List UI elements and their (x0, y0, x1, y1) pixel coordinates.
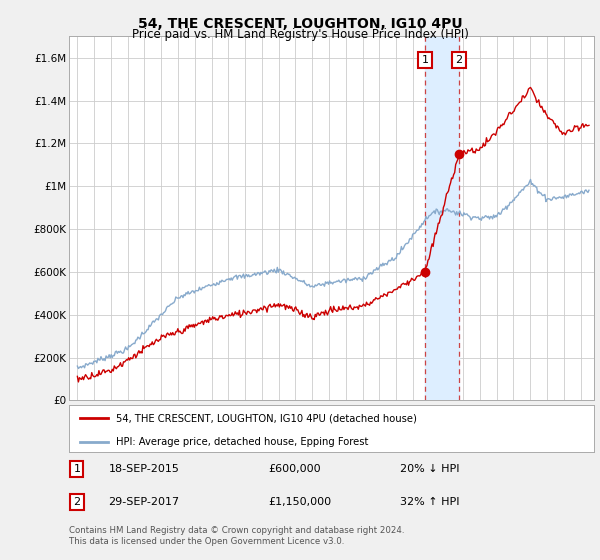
Text: 32% ↑ HPI: 32% ↑ HPI (400, 497, 459, 507)
Text: 18-SEP-2015: 18-SEP-2015 (109, 464, 179, 474)
Text: 29-SEP-2017: 29-SEP-2017 (109, 497, 179, 507)
Text: 54, THE CRESCENT, LOUGHTON, IG10 4PU: 54, THE CRESCENT, LOUGHTON, IG10 4PU (137, 17, 463, 31)
Text: £600,000: £600,000 (269, 464, 321, 474)
Text: £1,150,000: £1,150,000 (269, 497, 332, 507)
Text: Price paid vs. HM Land Registry's House Price Index (HPI): Price paid vs. HM Land Registry's House … (131, 28, 469, 41)
Bar (425, 36, 459, 400)
Text: HPI: Average price, detached house, Epping Forest: HPI: Average price, detached house, Eppi… (116, 437, 368, 447)
Text: Contains HM Land Registry data © Crown copyright and database right 2024.
This d: Contains HM Land Registry data © Crown c… (69, 526, 404, 546)
Text: 1: 1 (421, 55, 428, 65)
Text: 20% ↓ HPI: 20% ↓ HPI (400, 464, 459, 474)
Text: 2: 2 (73, 497, 80, 507)
Text: 1: 1 (73, 464, 80, 474)
Text: 2: 2 (455, 55, 463, 65)
Text: 54, THE CRESCENT, LOUGHTON, IG10 4PU (detached house): 54, THE CRESCENT, LOUGHTON, IG10 4PU (de… (116, 413, 417, 423)
